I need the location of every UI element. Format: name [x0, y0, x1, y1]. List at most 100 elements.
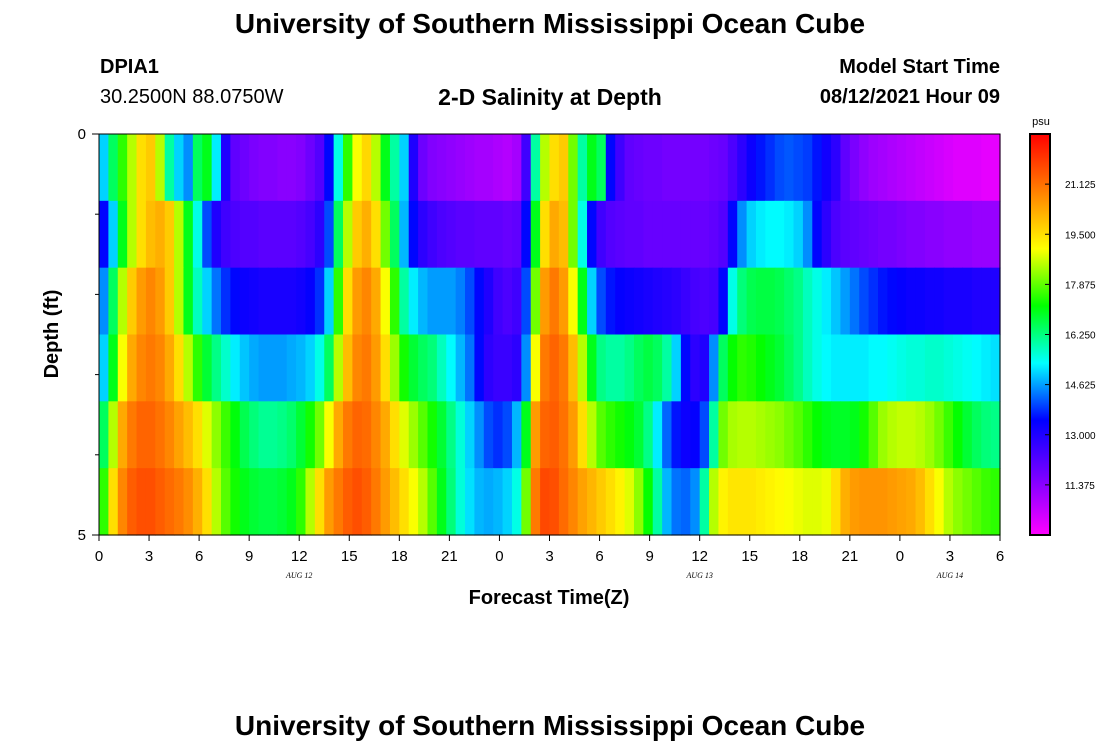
heatmap-cell	[831, 334, 842, 402]
heatmap-cell	[812, 401, 823, 469]
heatmap-cell	[155, 267, 166, 336]
heatmap-cell	[455, 200, 466, 269]
heatmap-cell	[530, 468, 541, 536]
heatmap-cell	[540, 200, 551, 269]
heatmap-cell	[108, 401, 119, 469]
heatmap-cell	[493, 401, 504, 469]
heatmap-cell	[680, 134, 691, 202]
heatmap-cell	[840, 134, 851, 202]
heatmap-cell	[174, 334, 185, 402]
heatmap-cell	[981, 334, 992, 402]
heatmap-cell	[896, 200, 907, 269]
heatmap-cell	[877, 401, 888, 469]
heatmap-cell	[446, 468, 457, 536]
heatmap-cell	[333, 468, 344, 536]
heatmap-cell	[577, 134, 588, 202]
heatmap-cell	[521, 200, 532, 269]
heatmap-cell	[577, 200, 588, 269]
heatmap-cell	[680, 200, 691, 269]
heatmap-cell	[671, 134, 682, 202]
x-tick-label: 9	[245, 548, 253, 565]
heatmap-cell	[267, 468, 278, 536]
heatmap-cell	[352, 334, 363, 402]
heatmap-cell	[267, 267, 278, 336]
heatmap-cell	[183, 267, 194, 336]
heatmap-cell	[540, 401, 551, 469]
heatmap-cell	[296, 334, 307, 402]
heatmap-cell	[877, 334, 888, 402]
heatmap-cell	[915, 134, 926, 202]
heatmap-cell	[127, 200, 138, 269]
heatmap-cell	[549, 401, 560, 469]
heatmap-cell	[361, 401, 372, 469]
heatmap-cell	[568, 200, 579, 269]
heatmap-cell	[446, 134, 457, 202]
heatmap-cell	[399, 468, 410, 536]
colorbar-unit: psu	[1032, 116, 1050, 128]
heatmap-cell	[418, 401, 429, 469]
heatmap-cell	[709, 134, 720, 202]
heatmap-cell	[277, 334, 288, 402]
heatmap-cell	[662, 334, 673, 402]
heatmap-cell	[662, 401, 673, 469]
heatmap-cell	[164, 134, 175, 202]
heatmap-cell	[371, 468, 382, 536]
heatmap-cell	[465, 134, 476, 202]
heatmap-cell	[887, 134, 898, 202]
heatmap-cell	[127, 468, 138, 536]
heatmap-cell	[953, 134, 964, 202]
heatmap-cell	[643, 134, 654, 202]
heatmap-cell	[709, 401, 720, 469]
heatmap-cell	[239, 200, 250, 269]
heatmap-cell	[849, 468, 860, 536]
heatmap-cell	[230, 134, 241, 202]
heatmap-cell	[230, 334, 241, 402]
heatmap-cell	[493, 334, 504, 402]
heatmap-cell	[399, 267, 410, 336]
heatmap-cell	[211, 401, 222, 469]
heatmap-cell	[924, 401, 935, 469]
heatmap-cell	[239, 334, 250, 402]
heatmap-cell	[267, 401, 278, 469]
heatmap-cell	[727, 468, 738, 536]
heatmap-cell	[211, 134, 222, 202]
heatmap-cell	[230, 468, 241, 536]
heatmap-cell	[314, 200, 325, 269]
heatmap-cell	[633, 334, 644, 402]
heatmap-cell	[239, 468, 250, 536]
heatmap-cell	[267, 200, 278, 269]
heatmap-cell	[296, 401, 307, 469]
heatmap-cell	[333, 134, 344, 202]
heatmap-cell	[596, 134, 607, 202]
heatmap-cell	[183, 468, 194, 536]
heatmap-cell	[605, 200, 616, 269]
heatmap-cell	[587, 401, 598, 469]
heatmap-cell	[943, 334, 954, 402]
heatmap-cell	[596, 334, 607, 402]
heatmap-cell	[643, 200, 654, 269]
heatmap-cell	[633, 267, 644, 336]
heatmap-cell	[924, 267, 935, 336]
heatmap-cell	[765, 200, 776, 269]
heatmap-cell	[549, 334, 560, 402]
heatmap-cell	[784, 134, 795, 202]
heatmap-cell	[615, 468, 626, 536]
heatmap-cell	[605, 334, 616, 402]
heatmap-cell	[117, 334, 128, 402]
heatmap-cell	[99, 267, 109, 336]
heatmap-cell	[511, 401, 522, 469]
heatmap-cell	[906, 468, 917, 536]
heatmap-cell	[174, 468, 185, 536]
heatmap-cell	[183, 200, 194, 269]
heatmap-cell	[587, 267, 598, 336]
colorbar-tick-label: 19.500	[1065, 230, 1096, 241]
heatmap-cell	[183, 134, 194, 202]
x-tick-label: 6	[996, 548, 1004, 565]
heatmap-cell	[652, 267, 663, 336]
heatmap-cell	[192, 200, 203, 269]
heatmap-cell	[230, 267, 241, 336]
heatmap-cell	[474, 401, 485, 469]
heatmap-cell	[887, 267, 898, 336]
heatmap-cell	[624, 334, 635, 402]
heatmap-cell	[249, 267, 260, 336]
